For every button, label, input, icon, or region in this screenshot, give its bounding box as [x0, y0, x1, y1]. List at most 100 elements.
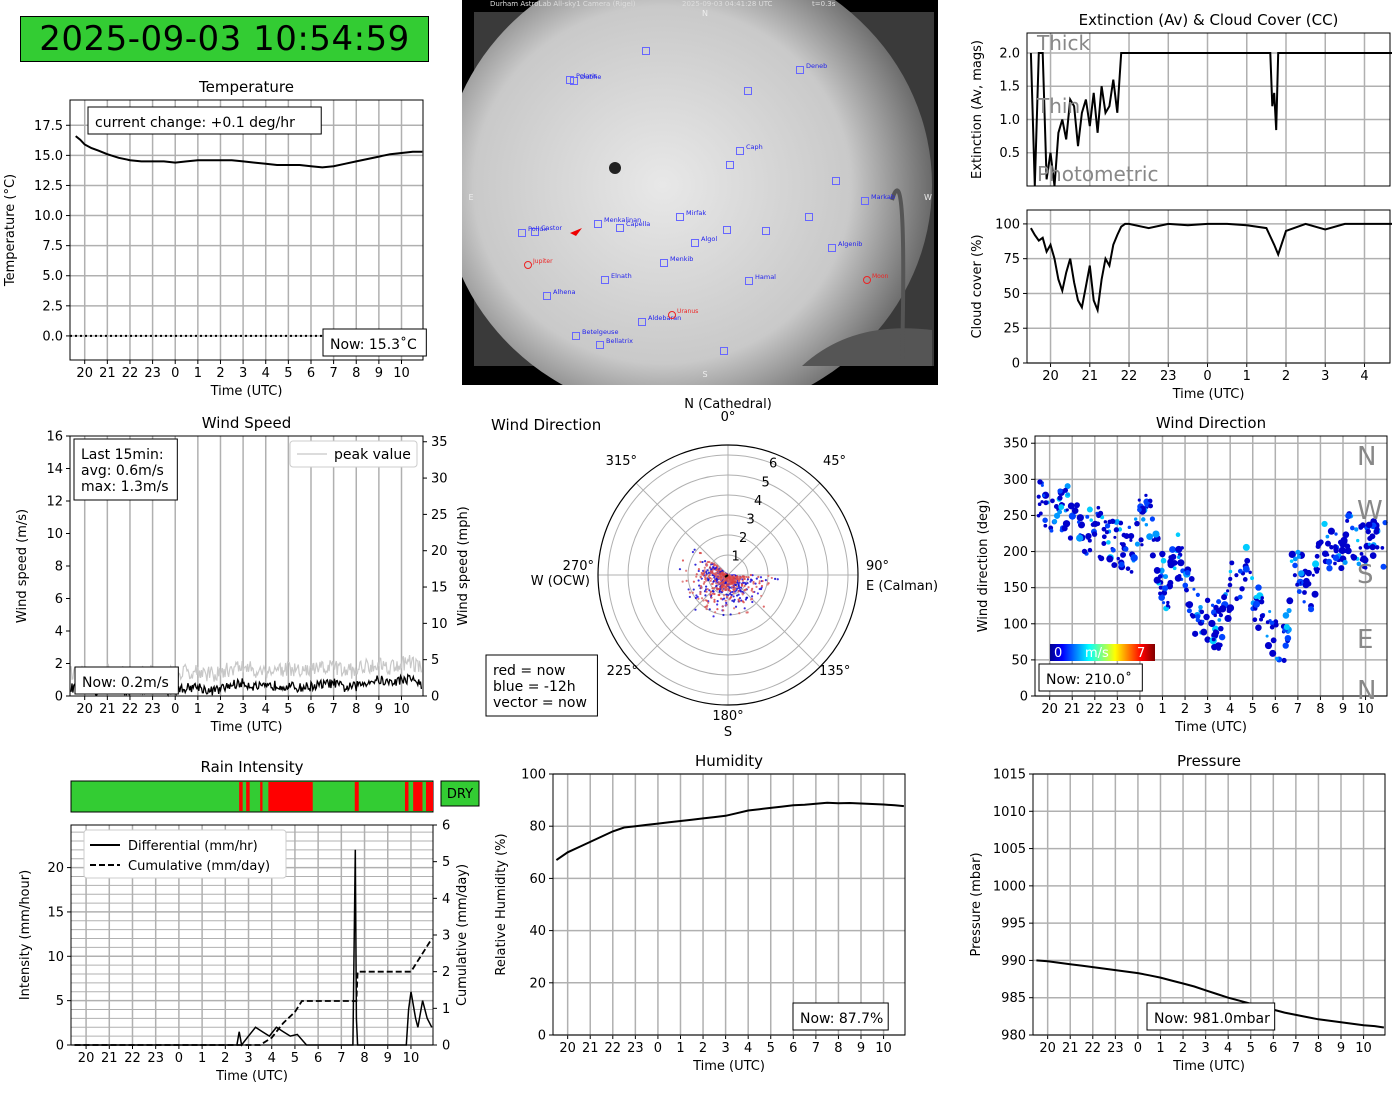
wind-direction-point [1242, 543, 1250, 551]
wind-direction-point [1296, 554, 1302, 559]
annotation-text: Now: 981.0mbar [1154, 1011, 1270, 1027]
wind-direction-point [1199, 609, 1205, 615]
wind-direction-point [1186, 608, 1192, 614]
x-tick-label: 0 [1134, 1041, 1142, 1056]
wind-sample-point [702, 582, 705, 585]
star-marker [745, 277, 753, 285]
star-marker [596, 341, 604, 349]
chart-title: Wind Speed [202, 414, 292, 432]
wind-sample-point [685, 579, 688, 582]
wind-sample-point [751, 600, 754, 604]
y2-tick-label: 4 [442, 892, 450, 907]
wind-sample-point [734, 580, 737, 583]
planet-marker [524, 261, 532, 269]
wind-direction-point [1314, 569, 1320, 574]
wind-direction-point [1163, 574, 1169, 580]
wind-sample-point [759, 576, 763, 579]
wind-direction-point [1259, 613, 1265, 619]
star-label: Menkib [670, 255, 693, 263]
x-tick-label: 23 [1160, 369, 1177, 384]
wind-sample-point [702, 599, 705, 602]
wind-direction-point [1228, 576, 1233, 582]
x-tick-label: 1 [676, 1041, 684, 1056]
clock-display: 2025-09-03 10:54:59 [20, 16, 429, 62]
radial-tick-label: 4 [754, 494, 762, 509]
y-tick-label: 100 [521, 768, 546, 783]
star-label: Hamal [755, 273, 776, 281]
wind-sample-point [696, 595, 699, 599]
wind-sample-point [678, 568, 682, 571]
x-tick-label: 21 [1082, 369, 1099, 384]
wind-sample-point [746, 611, 749, 614]
wind-sample-point [735, 575, 739, 579]
angle-label-e: E (Calman) [866, 579, 938, 594]
wind-direction-point [1268, 609, 1272, 614]
radial-tick-label: 2 [739, 531, 747, 546]
wind-direction-point [1058, 504, 1065, 510]
y-tick-label: 17.5 [34, 119, 63, 134]
wind-sample-point [713, 576, 716, 579]
wind-direction-point [1057, 488, 1063, 494]
wind-sample-point [705, 607, 708, 611]
x-axis-label: Time (UTC) [1172, 1059, 1245, 1074]
wind-sample-point [707, 571, 711, 575]
wind-direction-point [1311, 590, 1319, 598]
y-tick-label: 40 [529, 924, 546, 939]
compass-label: E [1357, 625, 1373, 655]
wind-sample-point [699, 575, 702, 579]
wind-direction-point [1169, 546, 1176, 553]
wind-sample-point [709, 593, 712, 596]
wind-sample-point [749, 573, 753, 577]
y2-tick-label: 6 [442, 819, 450, 834]
wind-direction-point [1138, 537, 1144, 543]
y-tick-label: 2.5 [42, 299, 63, 314]
wind-direction-point [1273, 622, 1279, 628]
star-marker [744, 87, 752, 95]
wind-direction-point [1175, 532, 1181, 538]
wind-direction-point [1101, 526, 1107, 532]
wind-direction-point [1255, 584, 1262, 591]
wind-direction-point [1211, 637, 1216, 642]
wind-sample-point [699, 592, 702, 596]
wind-sample-point [731, 599, 734, 602]
wind-direction-point [1127, 525, 1132, 530]
wind-direction-point [1174, 574, 1182, 582]
wind-sample-point [725, 583, 728, 586]
wind-direction-point [1350, 554, 1358, 561]
wind-sample-point [712, 615, 715, 618]
rain-segment [268, 782, 313, 811]
wind-direction-point [1327, 527, 1335, 535]
compass-w: W [924, 193, 932, 202]
wind-direction-point [1333, 561, 1337, 566]
wind-direction-point [1367, 542, 1371, 546]
wind-direction-point [1151, 538, 1156, 542]
x-tick-label: 20 [1039, 1041, 1056, 1056]
y-tick-label: 15.0 [34, 149, 63, 164]
wind-direction-point [1148, 503, 1154, 509]
wind-sample-point [754, 582, 757, 585]
wind-direction-point [1242, 577, 1248, 582]
y2-tick-label: 0 [431, 690, 439, 705]
x-tick-label: 21 [1062, 1041, 1079, 1056]
wind-direction-point [1295, 582, 1300, 587]
x-tick-label: 6 [1269, 1041, 1277, 1056]
y-tick-label: 0 [1012, 357, 1020, 372]
y2-tick-label: 2 [442, 965, 450, 980]
wind-sample-point [717, 583, 720, 586]
x-tick-label: 6 [307, 366, 315, 381]
wind-direction-point [1253, 595, 1258, 599]
wind-direction-point [1373, 529, 1380, 535]
x-tick-label: 9 [375, 702, 383, 717]
allsky-header: 2025-09-03 04:41:28 UTC [682, 0, 773, 8]
wind-sample-point [741, 600, 744, 603]
y2-tick-label: 0 [442, 1039, 450, 1054]
y-tick-label: 350 [1003, 437, 1028, 452]
chart-title: Rain Intensity [200, 758, 303, 776]
x-axis-label: Time (UTC) [692, 1059, 765, 1074]
colorbar [1050, 644, 1155, 661]
wind-sample-point [705, 585, 708, 588]
wind-direction-point [1076, 514, 1084, 522]
wind-direction-point [1103, 520, 1108, 524]
annotation-text: Now: 210.0˚ [1046, 671, 1132, 688]
